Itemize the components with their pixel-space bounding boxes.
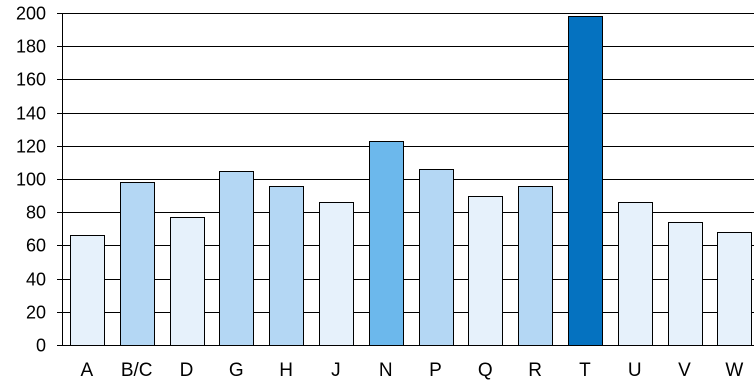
bar xyxy=(518,186,553,346)
bar xyxy=(269,186,304,346)
x-tick-label: A xyxy=(81,360,94,381)
x-tick-label: V xyxy=(678,360,691,381)
axes xyxy=(57,13,754,346)
bar xyxy=(319,202,354,346)
y-tick-label: 40 xyxy=(26,270,46,290)
bar xyxy=(419,169,454,346)
x-tick-labels: A B/C D G H J N P Q R T U V W xyxy=(81,360,744,381)
bar xyxy=(219,171,254,346)
x-tick-label: W xyxy=(725,360,743,381)
bar xyxy=(568,16,603,346)
y-tick-label: 20 xyxy=(26,303,46,323)
y-tick-label: 180 xyxy=(16,37,46,57)
y-tick-label: 80 xyxy=(26,203,46,223)
bar xyxy=(468,196,503,346)
bar xyxy=(668,222,703,346)
bar xyxy=(369,141,404,346)
bar xyxy=(618,202,653,346)
y-tick-labels: 0 20 40 60 80 100 120 140 160 180 200 xyxy=(16,4,46,356)
x-tick-label: R xyxy=(528,360,542,381)
y-tick-label: 60 xyxy=(26,236,46,256)
bars xyxy=(70,16,752,346)
x-tick-label: B/C xyxy=(121,360,153,381)
y-tick-label: 140 xyxy=(16,104,46,124)
y-tick-label: 0 xyxy=(36,336,46,356)
y-tick-label: 100 xyxy=(16,170,46,190)
x-tick-label: J xyxy=(331,360,341,381)
x-tick-label: P xyxy=(429,360,442,381)
x-tick-label: T xyxy=(579,360,591,381)
x-tick-label: D xyxy=(180,360,194,381)
y-tick-label: 120 xyxy=(16,137,46,157)
bar xyxy=(170,217,205,346)
y-tick-label: 200 xyxy=(16,4,46,24)
y-tick-label: 160 xyxy=(16,70,46,90)
bar xyxy=(717,232,752,346)
x-tick-label: Q xyxy=(478,360,493,381)
x-tick-label: H xyxy=(279,360,293,381)
x-tick-label: N xyxy=(379,360,393,381)
bar xyxy=(70,235,105,346)
x-tick-label: G xyxy=(229,360,244,381)
bar xyxy=(120,182,155,346)
x-tick-label: U xyxy=(628,360,642,381)
